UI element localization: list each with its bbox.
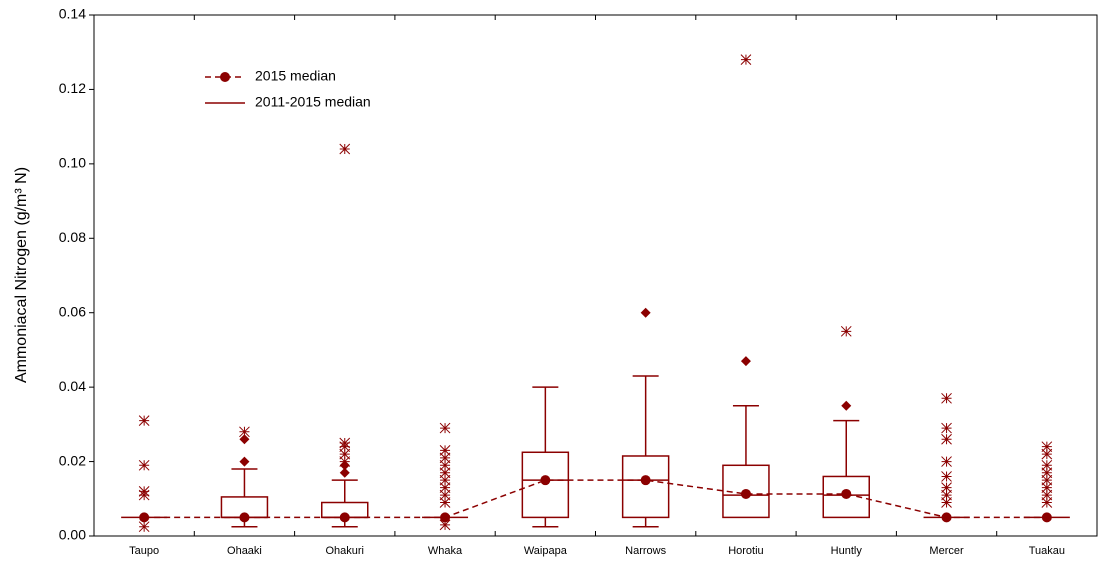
outlier bbox=[841, 400, 852, 411]
x-tick-label: Whaka bbox=[428, 545, 463, 557]
median-dot bbox=[1041, 512, 1052, 523]
extreme bbox=[840, 325, 852, 337]
box bbox=[722, 464, 770, 519]
extreme bbox=[138, 459, 150, 471]
extreme bbox=[439, 474, 451, 486]
x-tick-label: Taupo bbox=[129, 545, 159, 557]
extreme bbox=[1041, 482, 1053, 493]
y-tick-label: 0.00 bbox=[59, 527, 86, 543]
extreme bbox=[1041, 489, 1053, 501]
y-tick-label: 0.12 bbox=[59, 80, 86, 96]
extreme bbox=[941, 392, 952, 404]
extreme bbox=[941, 456, 952, 467]
y-tick-label: 0.06 bbox=[59, 303, 86, 319]
y-tick-label: 0.02 bbox=[59, 452, 86, 468]
box bbox=[822, 475, 870, 519]
median-dot bbox=[440, 512, 451, 523]
outlier bbox=[239, 456, 250, 467]
median-dot bbox=[740, 488, 751, 499]
extreme bbox=[239, 426, 250, 438]
extreme bbox=[1041, 441, 1053, 453]
extreme bbox=[439, 519, 451, 531]
extreme bbox=[1041, 474, 1053, 486]
median-dot bbox=[339, 512, 350, 523]
x-tick-label: Huntly bbox=[831, 545, 863, 557]
legend-swatch bbox=[220, 72, 230, 82]
extreme bbox=[941, 497, 952, 508]
extreme bbox=[138, 415, 150, 426]
extreme bbox=[439, 445, 451, 456]
extreme bbox=[439, 482, 451, 493]
median-dot bbox=[239, 512, 250, 523]
extreme bbox=[941, 422, 952, 434]
x-tick-label: Waipapa bbox=[524, 545, 568, 557]
extreme bbox=[439, 497, 451, 508]
outlier bbox=[239, 434, 250, 445]
extreme bbox=[439, 467, 451, 479]
extreme bbox=[339, 448, 351, 460]
legend-label: 2011-2015 median bbox=[255, 94, 371, 110]
x-tick-label: Mercer bbox=[929, 545, 964, 557]
extreme bbox=[941, 471, 952, 482]
x-tick-label: Ohakuri bbox=[325, 545, 364, 557]
extreme bbox=[439, 459, 451, 471]
y-tick-label: 0.10 bbox=[59, 155, 86, 171]
extreme bbox=[1041, 448, 1053, 460]
x-tick-label: Narrows bbox=[625, 545, 666, 557]
x-tick-label: Tuakau bbox=[1029, 545, 1065, 557]
median-dot bbox=[941, 512, 952, 523]
outlier bbox=[740, 356, 751, 367]
y-tick-label: 0.08 bbox=[59, 229, 86, 245]
median-line bbox=[144, 479, 1047, 519]
median-dot bbox=[841, 488, 852, 499]
extreme bbox=[339, 143, 351, 155]
legend-label: 2015 median bbox=[255, 68, 336, 84]
extreme bbox=[339, 437, 351, 449]
extreme bbox=[439, 489, 451, 501]
median-dot bbox=[540, 475, 551, 486]
extreme bbox=[1041, 497, 1053, 508]
extreme bbox=[1041, 467, 1053, 479]
extreme bbox=[941, 482, 952, 493]
extreme bbox=[1041, 459, 1053, 471]
outlier bbox=[640, 307, 651, 318]
box bbox=[621, 455, 670, 519]
extreme bbox=[339, 456, 351, 467]
median-dot bbox=[139, 512, 150, 523]
extreme bbox=[138, 521, 150, 533]
y-tick-label: 0.04 bbox=[59, 378, 86, 394]
extreme bbox=[439, 422, 451, 434]
extreme bbox=[941, 433, 952, 445]
box bbox=[521, 451, 570, 519]
extreme bbox=[740, 54, 752, 66]
outlier bbox=[339, 467, 350, 478]
extreme bbox=[138, 489, 150, 501]
extreme bbox=[439, 452, 451, 464]
x-tick-label: Ohaaki bbox=[227, 545, 262, 557]
y-tick-label: 0.14 bbox=[59, 6, 86, 22]
extreme bbox=[941, 489, 952, 501]
x-tick-label: Horotiu bbox=[728, 545, 763, 557]
y-axis-label: Ammoniacal Nitrogen (g/m³ N) bbox=[13, 167, 30, 383]
median-dot bbox=[640, 475, 651, 486]
